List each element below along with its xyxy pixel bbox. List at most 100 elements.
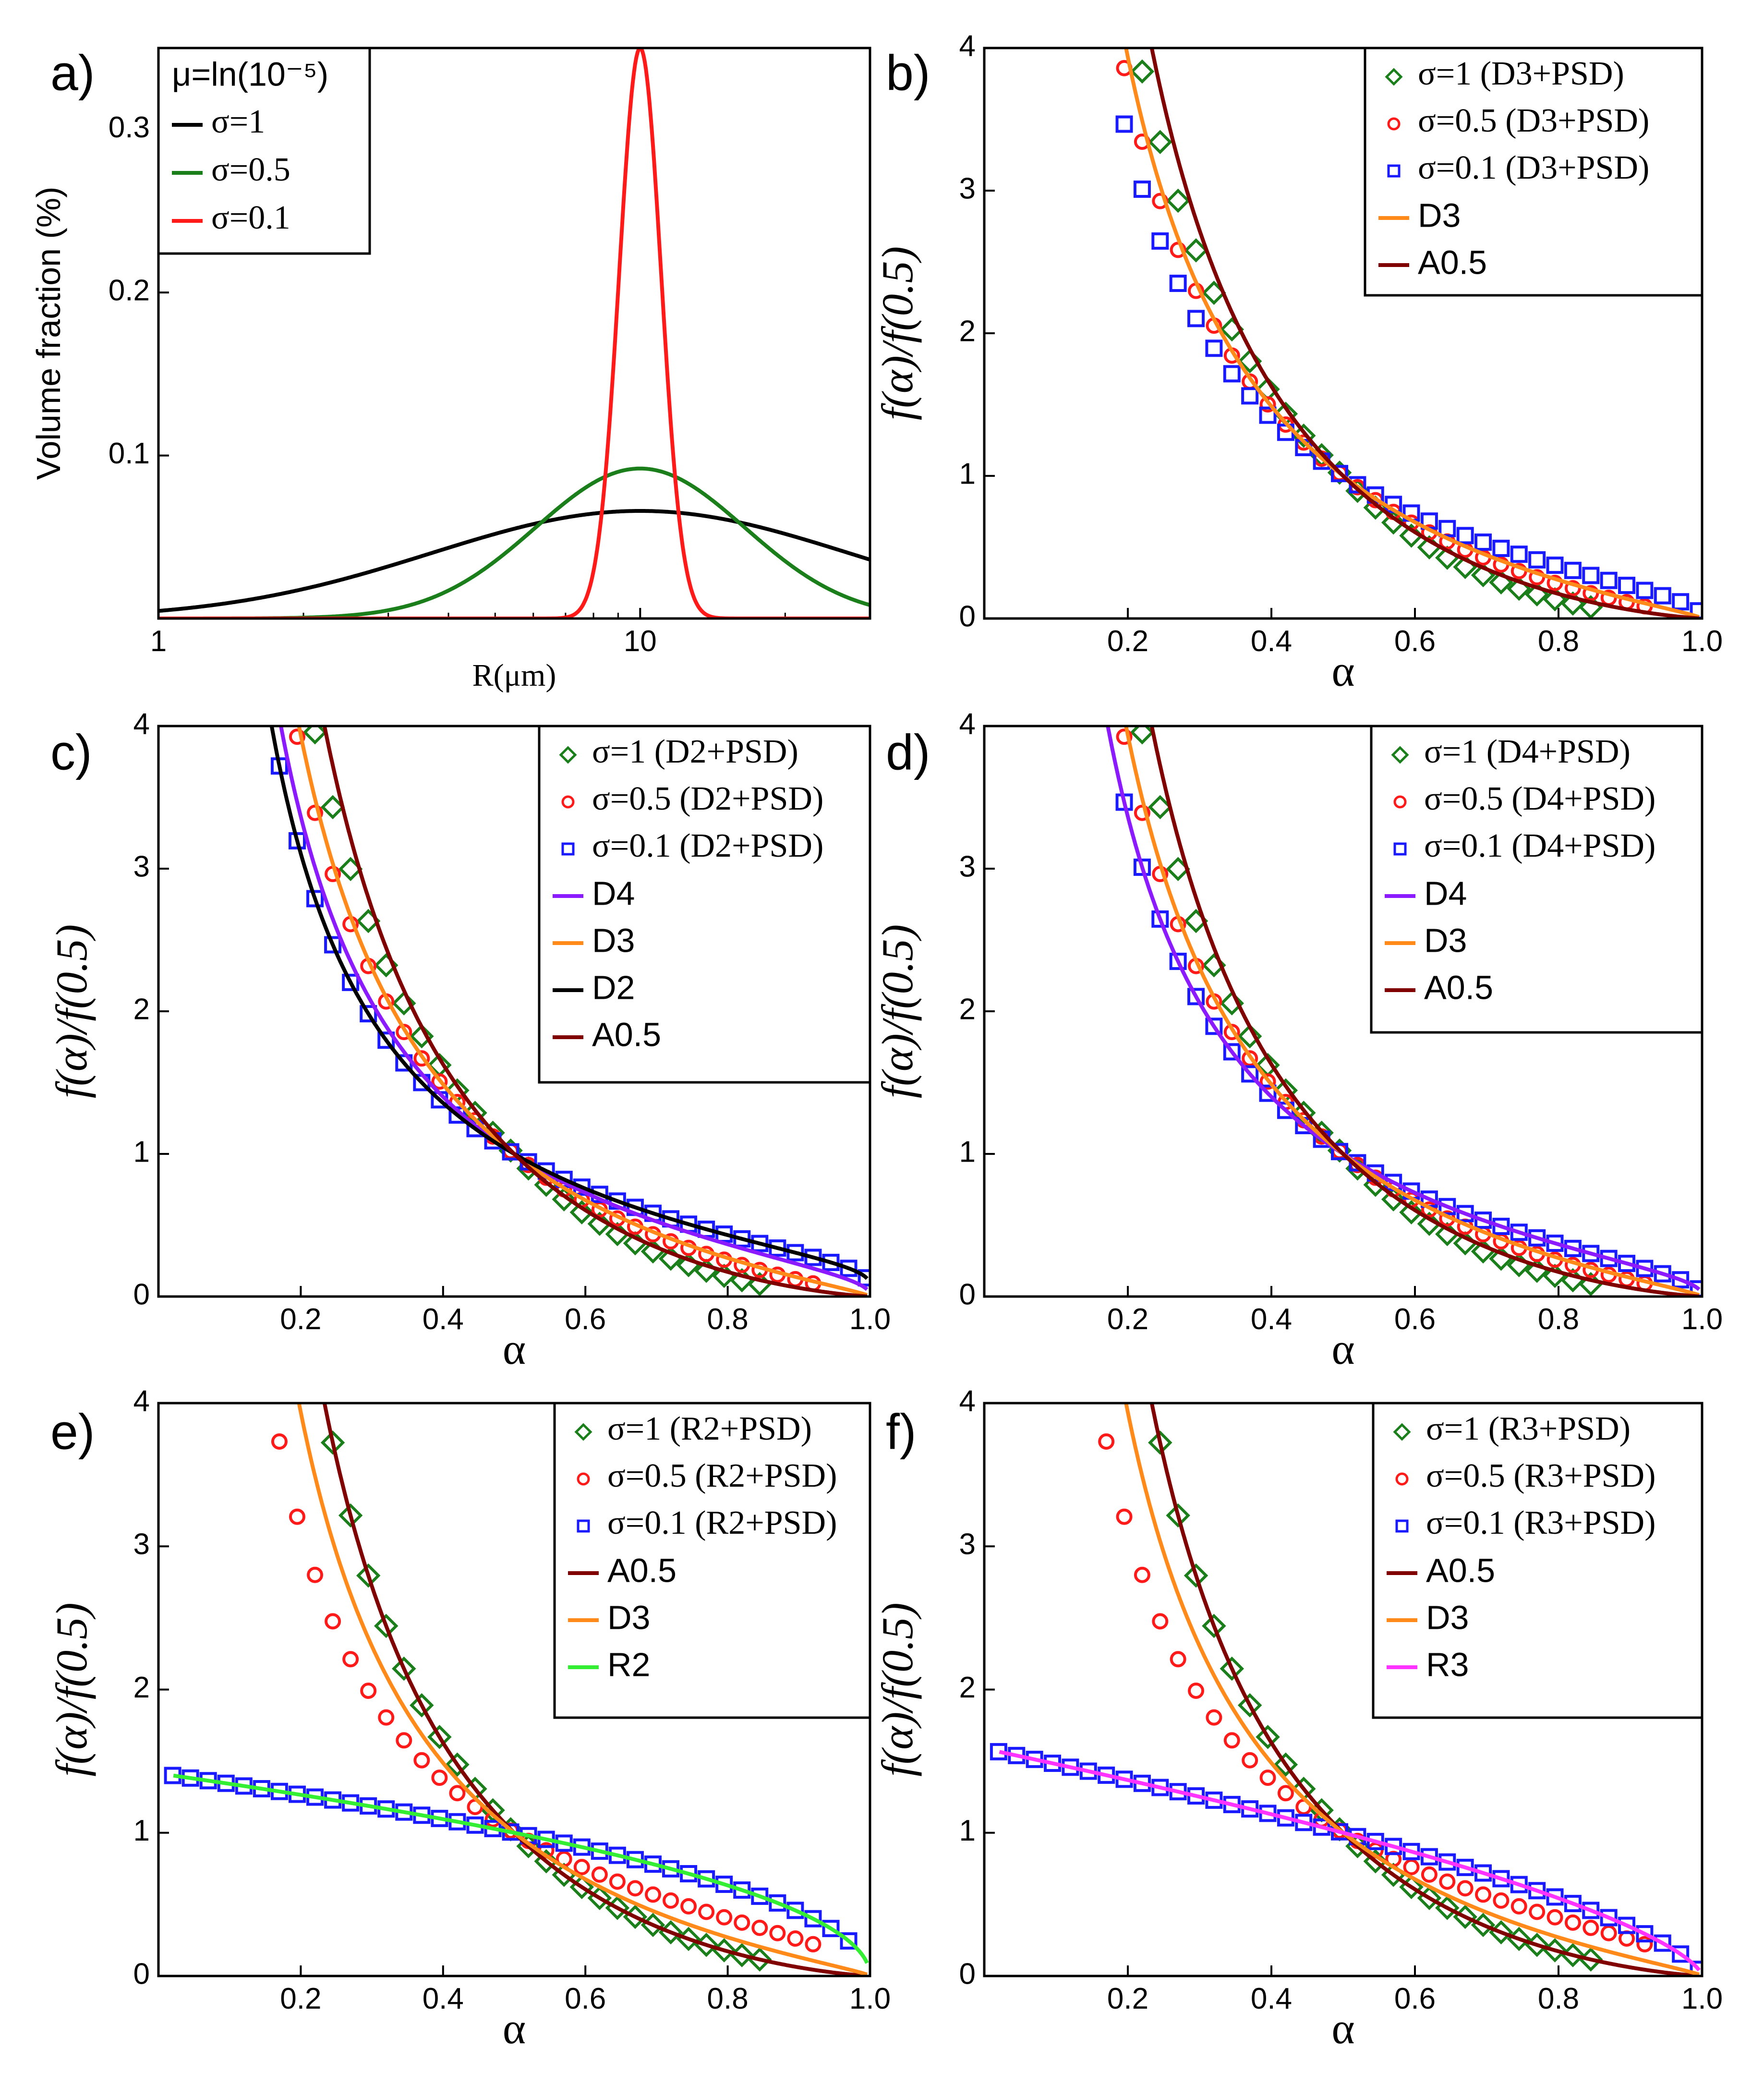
legend-entry-label: σ=1 [211,103,265,140]
data-point-square [1618,1255,1636,1273]
data-point-square [1582,567,1600,584]
series-line-D4 [279,726,869,1291]
data-point-circle [1188,1682,1205,1699]
data-point-circle [1547,1909,1563,1926]
data-point-circle [289,728,305,745]
data-point-square [1510,1876,1528,1893]
data-point-square [1564,561,1582,579]
series-line-D4 [1106,726,1701,1291]
data-point-circle [1403,1859,1420,1876]
data-point-square [1151,232,1169,250]
data-point-square [360,1005,377,1023]
x-axis-label: α [1331,2004,1354,2053]
y-tick-label: 2 [959,1671,976,1704]
data-point-square [1672,1271,1690,1289]
y-tick-label: 0.2 [109,274,150,307]
legend-entry-label: σ=1 (R3+PSD) [1426,1410,1631,1447]
y-tick-label: 3 [133,850,150,883]
y-tick-label: 4 [133,707,150,740]
legend-symbol-square [577,1519,590,1533]
legend-box [538,725,871,1084]
data-point-circle [1242,1752,1258,1769]
series-line-R3 [999,1750,1701,1972]
legend-entry-label: σ=1 (D2+PSD) [592,733,798,770]
data-point-square [1438,520,1456,537]
data-point-square [715,1876,733,1893]
data-point-circle [1098,1433,1115,1450]
legend-entry-label: D2 [592,969,635,1006]
y-axis-label: f(α)/f(0.5) [47,924,96,1099]
plot-area [164,1403,869,1976]
data-point-square [1115,115,1133,133]
data-point-square [1492,1870,1510,1888]
data-point-diamond [1273,1752,1298,1777]
y-tick-label: 3 [133,1528,150,1561]
legend-entry-label: σ=0.1 (R3+PSD) [1426,1504,1655,1541]
data-point-circle [1564,580,1581,596]
data-point-circle [716,1909,733,1926]
data-point-square [1564,1239,1582,1257]
data-point-circle [1116,1508,1133,1525]
data-point-circle [680,1898,697,1915]
legend-box [1364,47,1704,297]
data-point-square [1618,577,1636,594]
legend-title: μ=ln(10⁻⁵) [172,55,328,93]
plot-area [1106,726,1702,1297]
y-axis-label: f(α)/f(0.5) [873,1602,922,1777]
data-point-square [1420,1848,1438,1866]
data-point-circle [307,1566,324,1583]
data-point-square [1492,1217,1510,1235]
legend-box [553,1402,871,1719]
data-point-circle [734,1914,750,1931]
data-point-square [1636,1260,1654,1277]
x-tick-label: 0.4 [1251,625,1292,658]
legend-entry-label: A0.5 [1418,243,1487,281]
data-point-square [1510,545,1528,563]
data-point-square [1456,527,1474,545]
panel-d: d) 0.2 0.4 0.6 0.8 1.0 0 1 2 3 4 α f(α)/f(0.5) σ=1 (D… [873,707,1723,1373]
data-point-square [1438,1198,1456,1215]
data-point-circle [1242,1050,1258,1067]
data-point-circle [1457,1880,1474,1897]
data-point-square [786,1902,804,1919]
x-tick-label: 0.6 [565,1982,606,2015]
data-point-diamond [1148,795,1172,820]
data-point-diamond [1256,1724,1280,1749]
y-tick-label: 1 [959,457,976,490]
data-point-circle [1493,1892,1510,1909]
data-point-circle [342,1651,359,1668]
plot-area [269,726,870,1297]
data-point-diamond [1148,130,1172,154]
x-tick-label: 1.0 [849,1982,891,2015]
data-point-circle [1583,1919,1599,1936]
data-point-diamond [445,1752,470,1777]
legend-entry-label: A0.5 [1426,1552,1495,1589]
x-tick-label: 1 [150,625,167,658]
data-point-square [1223,1043,1241,1061]
legend-entry-label: σ=0.1 (D3+PSD) [1418,149,1649,186]
data-point-circle [591,1866,608,1883]
y-tick-label: 0 [959,1957,976,1990]
y-axis-label: f(α)/f(0.5) [873,246,922,421]
y-axis-label: Volume fraction (%) [30,187,67,480]
x-tick-label: 0.2 [280,1982,321,2015]
data-point-square [858,1269,870,1287]
data-point-square [840,1260,858,1277]
x-axis-label: α [503,2004,526,2053]
y-tick-label: 3 [959,1528,976,1561]
data-point-square [1582,1245,1600,1262]
data-point-circle [644,1886,661,1903]
legend-entry-label: A0.5 [592,1016,661,1053]
data-point-diamond [587,1212,612,1236]
legend-entry-label: σ=1 (D4+PSD) [1424,733,1631,770]
data-point-square [804,1910,822,1927]
legend-entry-label: R3 [1426,1646,1469,1683]
data-point-diamond [427,1724,452,1749]
legend-entry-label: D3 [1426,1599,1469,1636]
y-tick-label: 1 [133,1135,150,1168]
data-point-square [1654,1265,1671,1283]
data-point-circle [431,1073,448,1090]
x-axis-label: R(μm) [472,658,556,693]
data-point-square [1133,858,1151,876]
y-tick-label: 2 [133,1671,150,1704]
